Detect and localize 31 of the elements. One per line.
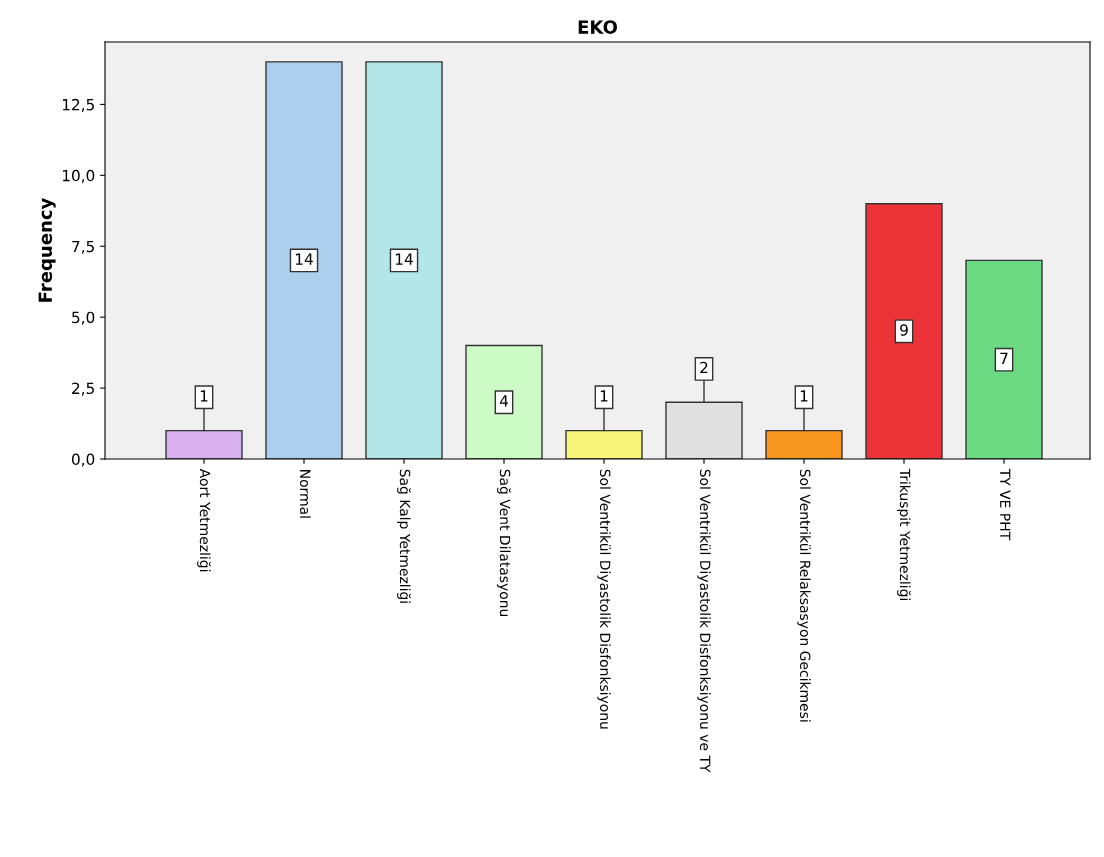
bar — [465, 344, 543, 459]
data-label: 4 — [499, 395, 508, 407]
x-tick-label: Sağ Vent Dilatasyonu — [497, 469, 511, 617]
y-tick-label: 2,5 — [72, 382, 94, 396]
bar — [265, 61, 343, 459]
data-label: 1 — [200, 390, 208, 402]
x-tick-label: Aort Yetmezliği — [197, 468, 211, 572]
data-label: 14 — [395, 253, 413, 265]
data-label: 1 — [600, 390, 608, 402]
x-tick-label: TY VE PHT — [1000, 468, 1011, 541]
x-tick-label: Sol Ventrikül Diyastolik Disfonksiyonu — [597, 469, 611, 729]
data-label: 2 — [700, 361, 708, 374]
data-label: 14 — [295, 253, 313, 265]
y-axis-title: Frequency — [38, 197, 56, 302]
y-tick-label: 7,5 — [72, 240, 94, 254]
x-tick-label: Sol Ventrikül Relaksasyon Gecikmesi — [797, 469, 811, 722]
bar — [965, 259, 1043, 459]
bar — [365, 61, 443, 459]
x-tick-label: Sol Ventrikül Diyastolik Disfonksiyonu ve TY — [697, 469, 711, 773]
data-label: 9 — [900, 324, 908, 336]
chart-title: EKO — [578, 20, 618, 34]
y-tick-label: 5,0 — [72, 311, 95, 325]
y-tick-label: 10,0 — [62, 169, 95, 183]
x-tick-label: Sağ Kalp Yetmezliği — [397, 469, 411, 603]
y-tick-label: 12,5 — [62, 98, 94, 112]
data-label: 1 — [800, 390, 808, 402]
x-tick-label: Normal — [299, 470, 311, 518]
data-label: 7 — [1000, 352, 1008, 364]
bar — [865, 202, 943, 459]
y-tick-label: 0,0 — [71, 453, 95, 467]
x-tick-label: Trikuspit Yetmezliği — [897, 468, 911, 600]
